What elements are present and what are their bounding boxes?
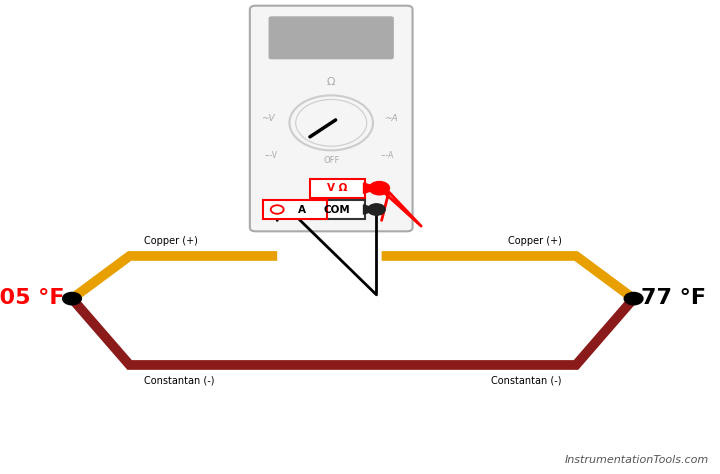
Circle shape <box>369 182 390 195</box>
FancyBboxPatch shape <box>269 16 394 59</box>
FancyBboxPatch shape <box>310 200 365 219</box>
Text: Copper (+): Copper (+) <box>144 236 198 246</box>
FancyBboxPatch shape <box>310 179 365 198</box>
FancyBboxPatch shape <box>250 6 413 231</box>
Text: V Ω: V Ω <box>327 183 348 193</box>
Text: A: A <box>298 204 307 215</box>
Circle shape <box>624 292 643 305</box>
Text: Copper (+): Copper (+) <box>508 236 562 246</box>
Text: 77 °F: 77 °F <box>641 288 706 308</box>
FancyBboxPatch shape <box>263 200 327 219</box>
Text: COM: COM <box>324 204 351 215</box>
Text: Constantan (-): Constantan (-) <box>144 375 215 385</box>
Text: OFF: OFF <box>323 156 339 165</box>
Text: Constantan (-): Constantan (-) <box>491 375 562 385</box>
Polygon shape <box>364 183 379 193</box>
Circle shape <box>368 204 385 215</box>
Text: ~A: ~A <box>384 114 397 123</box>
Circle shape <box>63 292 81 305</box>
Text: ~V: ~V <box>261 114 274 123</box>
Text: InstrumentationTools.com: InstrumentationTools.com <box>565 455 709 465</box>
Polygon shape <box>364 205 377 214</box>
Text: ---V: ---V <box>265 151 278 160</box>
Text: ---A: ---A <box>381 151 394 160</box>
Text: Ω: Ω <box>327 77 336 87</box>
Text: 105 °F: 105 °F <box>0 288 65 308</box>
